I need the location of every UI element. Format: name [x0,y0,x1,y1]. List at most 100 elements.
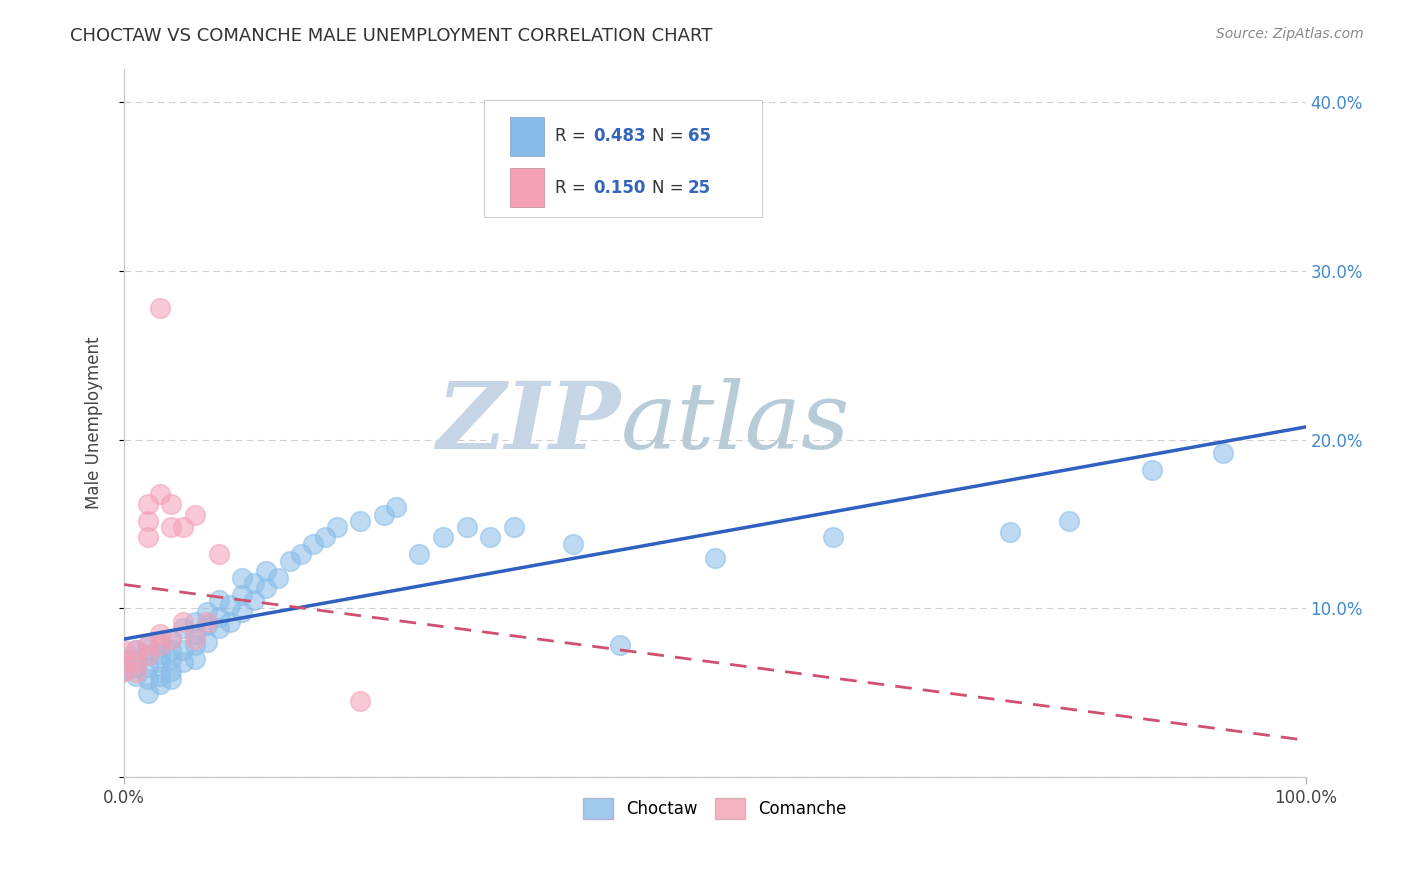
Point [160,664,183,678]
Point [231,571,253,585]
Point [208,622,231,636]
Point [326,520,349,534]
Text: 0.483: 0.483 [593,128,645,145]
Point [172,615,194,629]
Point [112,664,135,678]
Text: atlas: atlas [620,377,849,467]
Point [1057,514,1080,528]
Point [148,655,170,669]
Point [112,655,135,669]
Text: 65: 65 [688,128,710,145]
Point [998,525,1021,540]
Point [184,508,207,523]
Point [160,497,183,511]
Point [195,605,218,619]
Point [184,626,207,640]
Point [136,660,159,674]
Point [160,632,183,646]
Point [349,514,371,528]
Point [125,660,148,674]
Point [172,655,194,669]
Point [148,301,170,315]
Point [609,638,631,652]
Point [160,520,183,534]
Point [349,694,371,708]
Point [136,497,159,511]
Point [385,500,408,514]
Point [184,632,207,646]
Point [136,514,159,528]
Point [456,520,478,534]
Point [1140,463,1163,477]
Point [160,643,183,657]
Point [160,672,183,686]
Point [172,643,194,657]
Point [136,685,159,699]
Point [125,643,148,657]
Point [125,668,148,682]
Point [125,655,148,669]
Point [148,677,170,691]
Point [136,638,159,652]
Text: CHOCTAW VS COMANCHE MALE UNEMPLOYMENT CORRELATION CHART: CHOCTAW VS COMANCHE MALE UNEMPLOYMENT CO… [70,27,713,45]
Point [290,547,312,561]
Text: 0.150: 0.150 [593,178,645,196]
Point [184,638,207,652]
Point [208,609,231,624]
Text: ZIP: ZIP [436,377,620,467]
Point [195,635,218,649]
Point [112,664,135,678]
Point [148,638,170,652]
Point [243,575,266,590]
Point [278,554,301,568]
Point [408,547,430,561]
Point [267,571,290,585]
Point [208,547,231,561]
Text: N =: N = [652,178,689,196]
Point [243,592,266,607]
Point [172,520,194,534]
Point [314,530,336,544]
Point [479,530,502,544]
Point [172,622,194,636]
Text: R =: R = [555,178,592,196]
Point [219,615,242,629]
Bar [510,168,544,207]
Point [112,643,135,657]
Legend: Choctaw, Comanche: Choctaw, Comanche [576,791,853,825]
Point [208,592,231,607]
Point [432,530,454,544]
Point [254,564,277,578]
Point [125,652,148,666]
Point [821,530,844,544]
FancyBboxPatch shape [485,101,762,218]
Point [373,508,395,523]
Point [219,598,242,612]
Point [302,537,325,551]
Point [254,581,277,595]
Point [148,647,170,661]
Text: 25: 25 [688,178,711,196]
Point [148,486,170,500]
Text: R =: R = [555,128,592,145]
Point [136,530,159,544]
Point [703,550,725,565]
Text: N =: N = [652,128,689,145]
Point [184,652,207,666]
Point [503,520,526,534]
Point [184,615,207,629]
Point [125,665,148,680]
Bar [510,117,544,156]
Point [1212,446,1234,460]
Point [195,618,218,632]
Point [148,635,170,649]
Point [160,632,183,646]
Point [148,668,170,682]
Point [231,588,253,602]
Text: Source: ZipAtlas.com: Source: ZipAtlas.com [1216,27,1364,41]
Point [562,537,585,551]
Point [160,652,183,666]
Point [136,648,159,663]
Point [195,615,218,629]
Point [136,638,159,652]
